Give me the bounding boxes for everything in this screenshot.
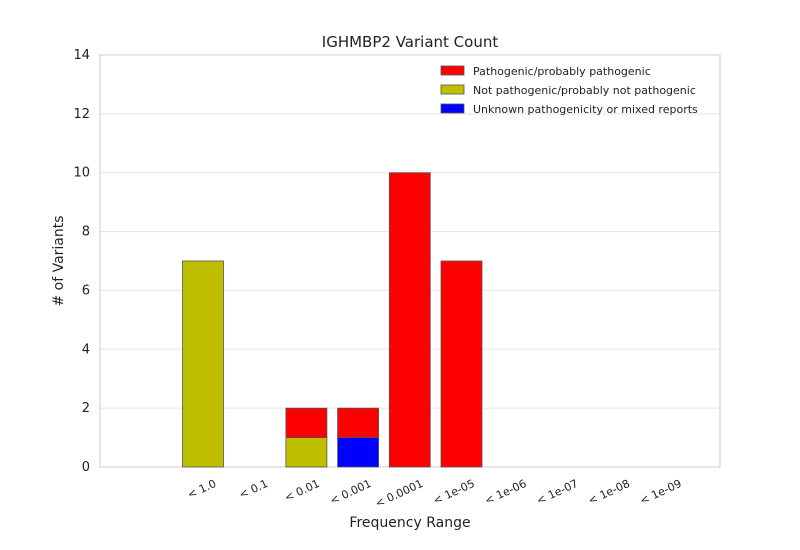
y-tick-label: 6 bbox=[82, 283, 90, 298]
legend-label: Pathogenic/probably pathogenic bbox=[473, 65, 651, 78]
x-tick-label: < 0.0001 bbox=[373, 477, 425, 510]
bar-segment bbox=[285, 437, 328, 468]
x-tick-label: < 1e-05 bbox=[431, 477, 477, 508]
bar-segment bbox=[388, 172, 431, 468]
y-tick-label: 2 bbox=[82, 401, 90, 416]
legend-label: Unknown pathogenicity or mixed reports bbox=[473, 103, 698, 116]
y-tick-label: 10 bbox=[73, 166, 90, 181]
x-tick-label: < 0.1 bbox=[237, 477, 270, 502]
y-tick-label: 4 bbox=[82, 342, 90, 357]
bar-segment bbox=[182, 260, 224, 468]
chart-title: IGHMBP2 Variant Count bbox=[322, 33, 499, 51]
y-tick-label: 14 bbox=[73, 48, 90, 63]
legend-swatch bbox=[440, 103, 465, 114]
x-tick-label: < 1e-08 bbox=[586, 477, 632, 508]
y-tick-labels: 0 2 4 6 8 10 12 14 bbox=[73, 48, 90, 475]
y-axis-label: # of Variants bbox=[51, 215, 67, 306]
x-tick-labels: < 1.0 < 0.1 < 0.01 < 0.001 < 0.0001 < 1e-05 < … bbox=[185, 477, 683, 510]
y-tick-label: 8 bbox=[82, 225, 90, 240]
y-tick-label: 0 bbox=[82, 460, 90, 475]
x-tick-label: < 1.0 bbox=[185, 477, 218, 502]
x-tick-label: < 1e-09 bbox=[638, 477, 684, 508]
bar-segment bbox=[337, 437, 380, 468]
legend-swatch bbox=[440, 84, 465, 95]
x-tick-label: < 1e-06 bbox=[483, 477, 529, 508]
x-tick-label: < 0.001 bbox=[328, 477, 374, 507]
bar-segment bbox=[285, 407, 328, 438]
x-tick-label: < 0.01 bbox=[282, 477, 321, 505]
bar-segment bbox=[337, 407, 380, 438]
bar-segment bbox=[440, 260, 483, 468]
x-tick-label: < 1e-07 bbox=[534, 477, 580, 508]
legend: Pathogenic/probably pathogenic Not pathog… bbox=[440, 65, 698, 116]
y-tick-label: 12 bbox=[73, 107, 90, 122]
x-axis-label: Frequency Range bbox=[349, 515, 470, 531]
legend-label: Not pathogenic/probably not pathogenic bbox=[473, 84, 696, 97]
legend-swatch bbox=[440, 65, 465, 76]
bars bbox=[182, 172, 483, 468]
